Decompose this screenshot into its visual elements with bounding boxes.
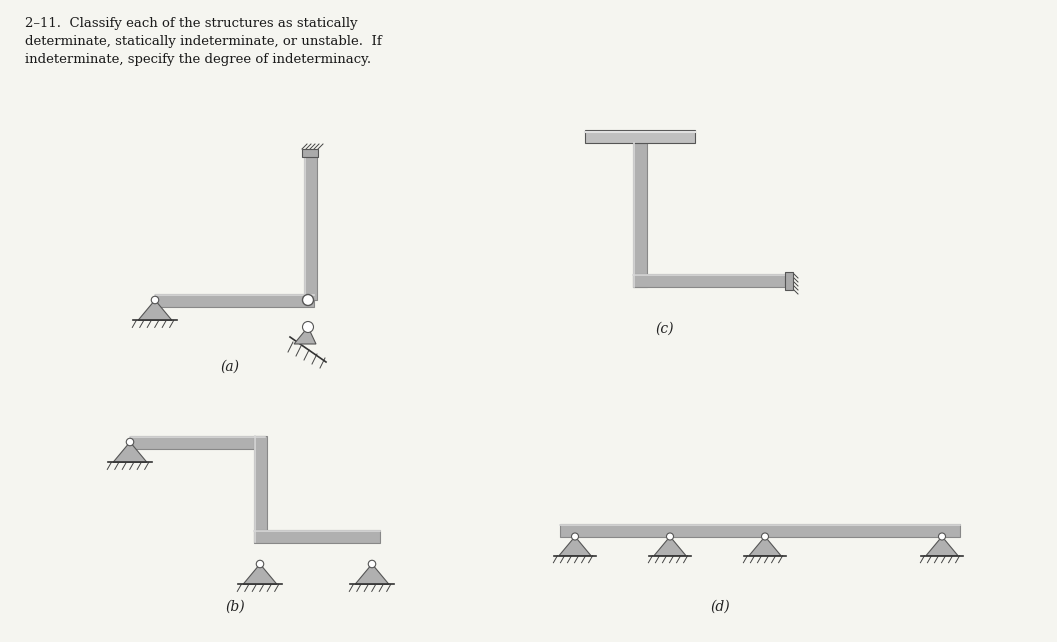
- Circle shape: [572, 533, 578, 540]
- Bar: [560, 523, 960, 537]
- Circle shape: [302, 322, 314, 333]
- Circle shape: [761, 533, 768, 540]
- Text: (a): (a): [221, 360, 240, 374]
- Circle shape: [368, 560, 375, 568]
- Circle shape: [151, 296, 159, 304]
- Polygon shape: [926, 537, 958, 556]
- Bar: [254, 435, 266, 542]
- Bar: [633, 274, 785, 287]
- Bar: [585, 130, 696, 143]
- Circle shape: [667, 533, 673, 540]
- Text: (b): (b): [225, 600, 245, 614]
- Bar: [254, 530, 381, 542]
- Bar: [303, 157, 316, 300]
- Circle shape: [302, 295, 314, 306]
- Text: 2–11.  Classify each of the structures as statically
determinate, statically ind: 2–11. Classify each of the structures as…: [25, 17, 382, 66]
- Polygon shape: [294, 327, 316, 344]
- Text: (c): (c): [655, 322, 674, 336]
- Bar: [302, 149, 318, 157]
- Polygon shape: [749, 537, 781, 556]
- Circle shape: [256, 560, 264, 568]
- Bar: [130, 435, 265, 449]
- Polygon shape: [243, 564, 277, 584]
- Bar: [633, 143, 647, 287]
- Polygon shape: [138, 300, 172, 320]
- Polygon shape: [559, 537, 591, 556]
- Circle shape: [126, 438, 134, 446]
- Bar: [155, 293, 314, 306]
- Polygon shape: [113, 442, 147, 462]
- Polygon shape: [355, 564, 389, 584]
- Polygon shape: [654, 537, 686, 556]
- Bar: [785, 272, 793, 290]
- Circle shape: [939, 533, 946, 540]
- Text: (d): (d): [710, 600, 729, 614]
